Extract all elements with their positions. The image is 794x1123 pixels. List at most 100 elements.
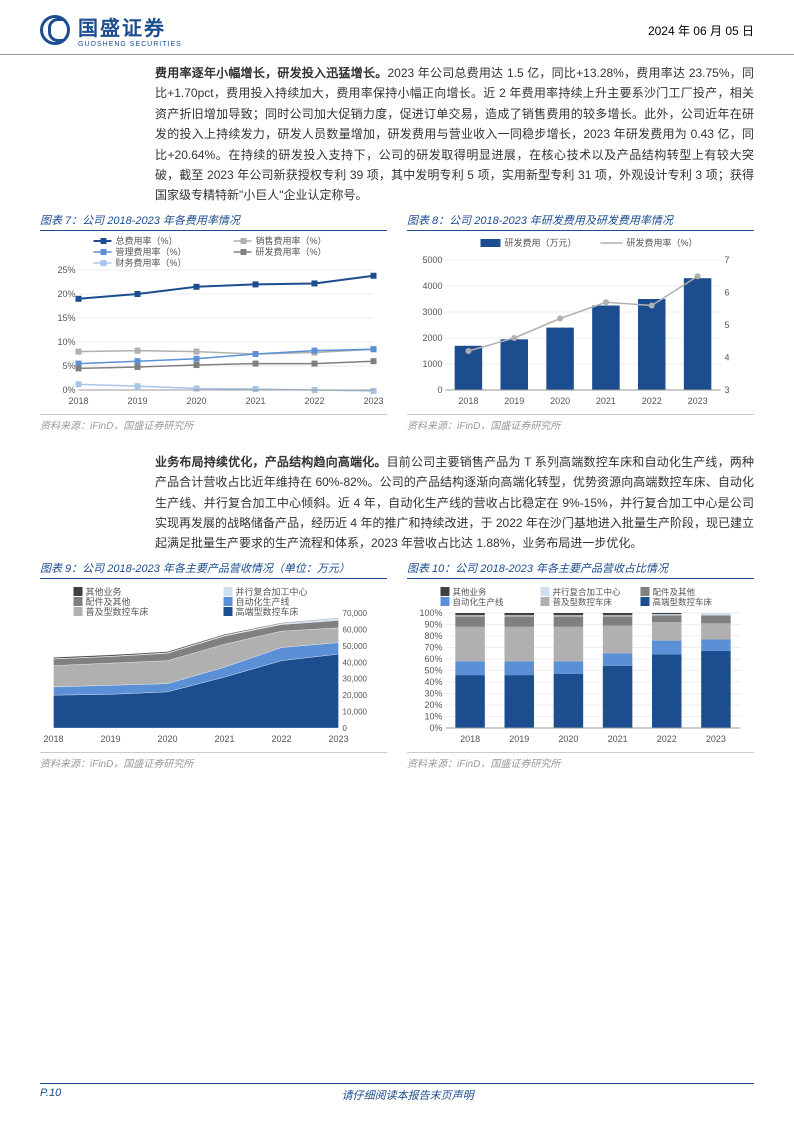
chart9-source: 资料来源：iFinD，国盛证券研究所 [40, 752, 387, 770]
svg-text:3: 3 [725, 385, 730, 395]
company-name: 国盛证券 [78, 12, 182, 41]
svg-text:配件及其他: 配件及其他 [653, 587, 696, 597]
page-header: 国盛证券 GUOSHENG SECURITIES 2024 年 06 月 05 … [0, 0, 794, 55]
svg-text:2020: 2020 [550, 396, 570, 406]
svg-text:2023: 2023 [706, 734, 726, 744]
svg-text:财务费用率（%）: 财务费用率（%） [116, 257, 187, 268]
svg-text:管理费用率（%）: 管理费用率（%） [116, 246, 187, 257]
svg-text:2021: 2021 [214, 734, 234, 744]
svg-text:10,000: 10,000 [343, 707, 368, 716]
logo-icon [40, 15, 70, 45]
svg-text:0: 0 [343, 724, 348, 733]
svg-text:2018: 2018 [68, 396, 88, 406]
svg-text:2023: 2023 [328, 734, 348, 744]
chart10: 其他业务 并行复合加工中心 配件及其他自动化生产线 普及型数控车床 高端型数控车床 0% 1… [407, 583, 754, 748]
svg-text:普及型数控车床: 普及型数控车床 [553, 597, 613, 607]
svg-text:40,000: 40,000 [343, 658, 368, 667]
svg-text:2019: 2019 [127, 396, 147, 406]
svg-text:2021: 2021 [608, 734, 628, 744]
svg-text:2022: 2022 [642, 396, 662, 406]
disclaimer: 请仔细阅读本报告末页声明 [342, 1087, 474, 1103]
svg-text:4: 4 [725, 352, 730, 362]
svg-text:2021: 2021 [245, 396, 265, 406]
svg-text:2018: 2018 [460, 734, 480, 744]
svg-text:70%: 70% [424, 642, 442, 652]
company-logo: 国盛证券 GUOSHENG SECURITIES [40, 12, 182, 48]
company-sub: GUOSHENG SECURITIES [78, 41, 182, 48]
svg-text:25%: 25% [57, 265, 75, 275]
paragraph-2: 业务布局持续优化，产品结构趋向高端化。目前公司主要销售产品为 T 系列高端数控车… [155, 452, 754, 554]
svg-text:6: 6 [725, 287, 730, 297]
svg-text:7: 7 [725, 255, 730, 265]
svg-text:并行复合加工中心: 并行复合加工中心 [553, 587, 622, 597]
svg-text:2020: 2020 [186, 396, 206, 406]
svg-text:100%: 100% [419, 608, 442, 618]
svg-text:配件及其他: 配件及其他 [86, 596, 131, 607]
svg-text:4000: 4000 [422, 281, 442, 291]
svg-text:30%: 30% [424, 688, 442, 698]
chart8-source: 资料来源：iFinD，国盛证券研究所 [407, 414, 754, 432]
svg-text:研发费用率（%）: 研发费用率（%） [256, 246, 327, 257]
svg-text:自动化生产线: 自动化生产线 [453, 597, 505, 607]
chart9: 其他业务 并行复合加工中心配件及其他 自动化生产线普及型数控车床 高端型数控车床 0 10… [40, 583, 387, 748]
svg-text:2022: 2022 [304, 396, 324, 406]
svg-text:研发费用率（%）: 研发费用率（%） [627, 237, 698, 248]
svg-text:2023: 2023 [363, 396, 383, 406]
svg-text:2023: 2023 [688, 396, 708, 406]
svg-text:0%: 0% [62, 385, 75, 395]
svg-text:高端型数控车床: 高端型数控车床 [236, 606, 299, 617]
svg-text:15%: 15% [57, 313, 75, 323]
svg-text:1000: 1000 [422, 359, 442, 369]
svg-text:自动化生产线: 自动化生产线 [236, 596, 290, 607]
svg-text:高端型数控车床: 高端型数控车床 [653, 597, 713, 607]
svg-text:2019: 2019 [504, 396, 524, 406]
svg-text:销售费用率（%）: 销售费用率（%） [256, 235, 327, 246]
svg-text:20,000: 20,000 [343, 691, 368, 700]
svg-text:30,000: 30,000 [343, 674, 368, 683]
svg-text:90%: 90% [424, 619, 442, 629]
svg-text:2000: 2000 [422, 333, 442, 343]
svg-text:70,000: 70,000 [343, 609, 368, 618]
svg-text:60%: 60% [424, 654, 442, 664]
chart7-title: 图表 7：公司 2018-2023 年各费用率情况 [40, 212, 387, 231]
svg-text:5: 5 [725, 320, 730, 330]
svg-text:2020: 2020 [157, 734, 177, 744]
svg-text:10%: 10% [424, 711, 442, 721]
svg-text:10%: 10% [57, 337, 75, 347]
main-content: 费用率逐年小幅增长，研发投入迅猛增长。2023 年公司总费用达 1.5 亿，同比… [0, 55, 794, 770]
chart10-source: 资料来源：iFinD，国盛证券研究所 [407, 752, 754, 770]
chart7: 总费用率（%） 销售费用率（%） 管理费用率（%） 研发费用率（%） 财务费用率（%） 0… [40, 235, 387, 410]
page-number: P.10 [40, 1087, 61, 1103]
svg-text:60,000: 60,000 [343, 625, 368, 634]
svg-text:2019: 2019 [100, 734, 120, 744]
svg-text:0%: 0% [429, 723, 442, 733]
svg-text:20%: 20% [424, 700, 442, 710]
svg-text:其他业务: 其他业务 [453, 587, 488, 597]
svg-text:2018: 2018 [43, 734, 63, 744]
report-date: 2024 年 06 月 05 日 [648, 22, 754, 39]
svg-text:5%: 5% [62, 361, 75, 371]
svg-text:40%: 40% [424, 677, 442, 687]
chart9-title: 图表 9：公司 2018-2023 年各主要产品营收情况（单位：万元） [40, 560, 387, 579]
chart8: 研发费用（万元）研发费用率（%）010002000300040005000345… [407, 235, 754, 410]
svg-text:2019: 2019 [509, 734, 529, 744]
svg-text:3000: 3000 [422, 307, 442, 317]
svg-text:并行复合加工中心: 并行复合加工中心 [236, 586, 308, 597]
svg-text:2021: 2021 [596, 396, 616, 406]
page-footer: P.10 请仔细阅读本报告末页声明 [40, 1083, 754, 1103]
svg-text:其他业务: 其他业务 [86, 586, 122, 597]
svg-text:0: 0 [437, 385, 442, 395]
svg-text:20%: 20% [57, 289, 75, 299]
svg-text:总费用率（%）: 总费用率（%） [116, 235, 178, 246]
svg-text:80%: 80% [424, 631, 442, 641]
chart10-title: 图表 10：公司 2018-2023 年各主要产品营收占比情况 [407, 560, 754, 579]
svg-text:50,000: 50,000 [343, 642, 368, 651]
chart8-title: 图表 8：公司 2018-2023 年研发费用及研发费用率情况 [407, 212, 754, 231]
chart7-source: 资料来源：iFinD，国盛证券研究所 [40, 414, 387, 432]
svg-text:5000: 5000 [422, 255, 442, 265]
svg-text:2022: 2022 [657, 734, 677, 744]
svg-text:2018: 2018 [458, 396, 478, 406]
svg-text:2022: 2022 [271, 734, 291, 744]
svg-text:普及型数控车床: 普及型数控车床 [86, 606, 149, 617]
paragraph-1: 费用率逐年小幅增长，研发投入迅猛增长。2023 年公司总费用达 1.5 亿，同比… [155, 63, 754, 206]
